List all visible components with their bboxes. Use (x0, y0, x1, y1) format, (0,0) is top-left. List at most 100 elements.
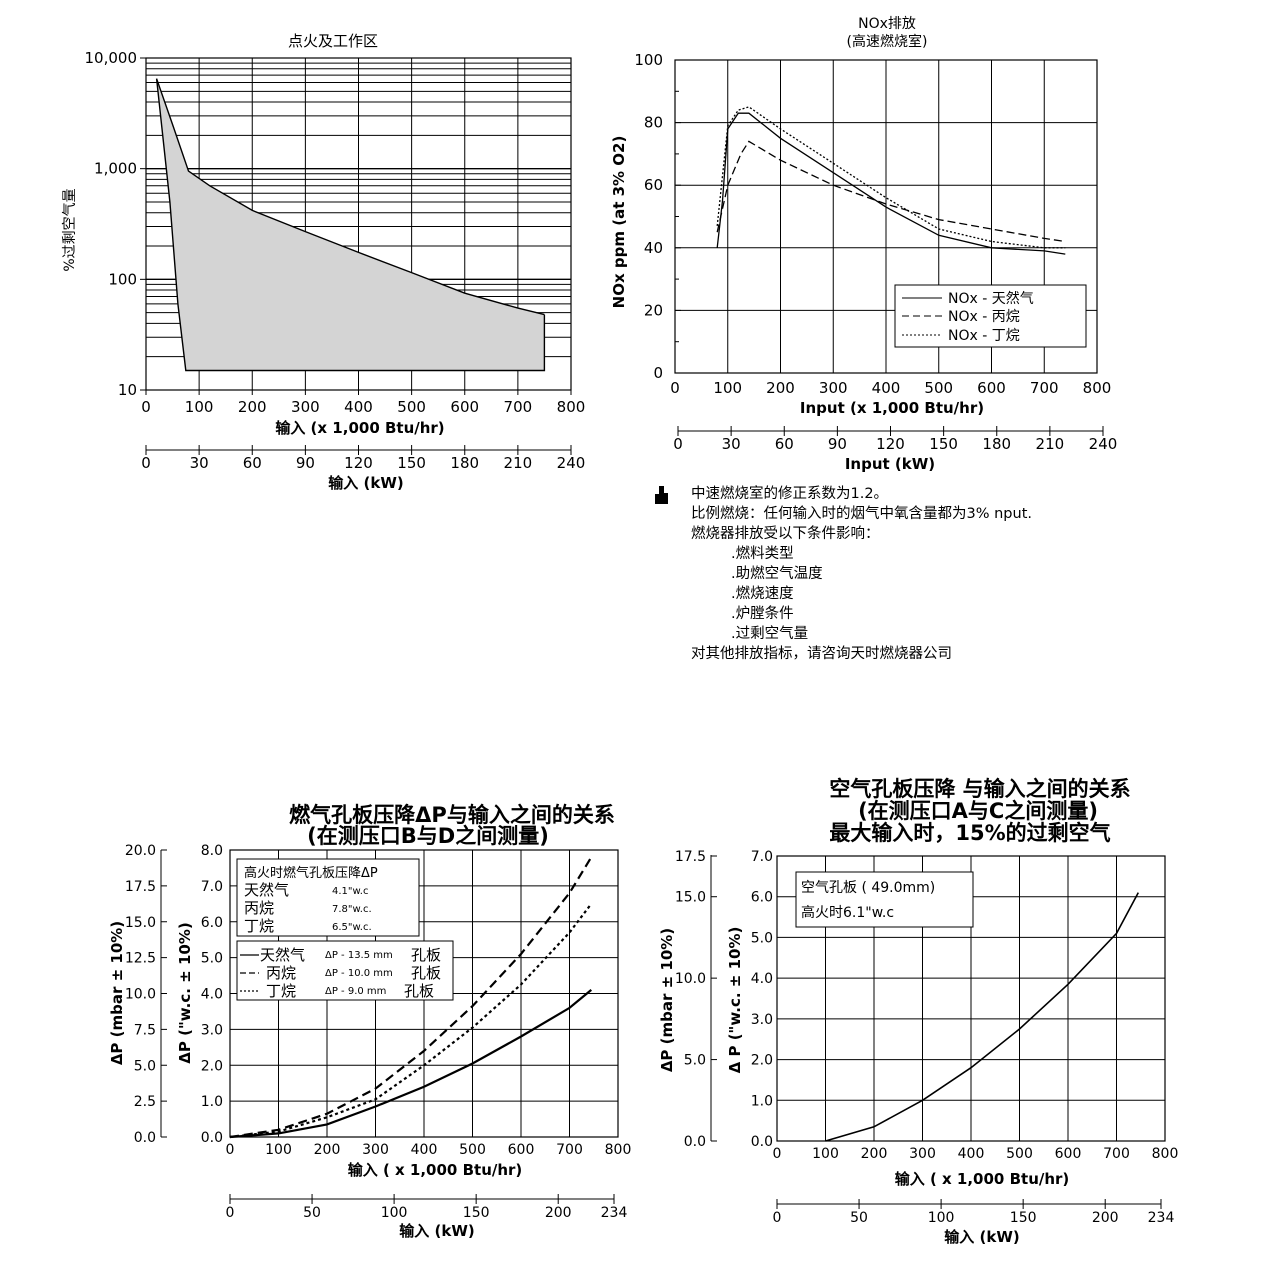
chart2-x2-tick-label: 0 (673, 435, 683, 453)
note-bullet: .炉膛条件 (731, 606, 794, 622)
chart3-series (229, 856, 593, 1139)
chart2-x2-tick-label: 30 (722, 435, 741, 453)
chart1-title: 点火及工作区 (288, 32, 378, 50)
chart2-xlabel: Input (x 1,000 Btu/hr) (800, 399, 984, 417)
chart-gas-orifice-pressure-drop: 燃气孔板压降ΔP与输入之间的关系 (在测压口B与D之间测量) 0 100 200 30… (108, 803, 631, 1240)
chart3-legend-row3-suffix: 孔板 (404, 982, 434, 1000)
chart4-frame (776, 855, 1166, 1142)
chart4-box-line1: 空气孔板 ( 49.0mm) (801, 880, 935, 896)
chart4-x2label: 输入 (kW) (944, 1228, 1019, 1246)
chart3-xtick-label: 600 (508, 1142, 535, 1158)
chart1-x2-tick-label: 120 (344, 454, 373, 472)
chart3-legend-row2-desc: ΔP - 10.0 mm (325, 968, 393, 979)
legend-label-butane: NOx - 丁烷 (948, 328, 1020, 344)
chart4-x2-ticks: 0 50 100 150 200 234 (773, 1199, 1175, 1226)
chart3-mbar-tick-label: 2.5 (134, 1094, 156, 1110)
chart3-frame (229, 849, 619, 1138)
chart1-x2-tick-label: 240 (557, 454, 586, 472)
chart4-xtick-label: 400 (958, 1146, 985, 1162)
chart4-xtick-label: 200 (861, 1146, 888, 1162)
chart1-xtick-label: 300 (291, 398, 320, 416)
chart2-xtick-label: 600 (977, 379, 1006, 397)
chart2-ylabel: NOx ppm (at 3% O2) (610, 136, 628, 309)
chart1-x2-tick-label: 180 (450, 454, 479, 472)
chart3-legend-row3-desc: ΔP - 9.0 mm (325, 986, 386, 997)
chart1-upper-boundary (155, 78, 545, 316)
chart2-series (716, 106, 1066, 255)
chart3-box-row2-value: 7.8"w.c. (332, 904, 372, 915)
note-bullet: .燃料类型 (731, 546, 794, 562)
chart1-xtick-label: 0 (141, 398, 151, 416)
chart4-ylabel-wc: Δ P ("w.c. ± 10%) (726, 927, 744, 1074)
chart4-xtick-label: 0 (773, 1146, 782, 1162)
chart1-xtick-label: 700 (504, 398, 533, 416)
chart1-x2-tick-label: 60 (243, 454, 262, 472)
note-line: 燃烧器排放受以下条件影响： (691, 526, 880, 542)
chart4-xlabel: 输入 ( x 1,000 Btu/hr) (895, 1170, 1070, 1188)
chart3-mbar-tick-label: 12.5 (125, 951, 156, 967)
chart4-x2-tick-label: 100 (928, 1210, 955, 1226)
chart3-x2-tick-label: 200 (545, 1205, 572, 1221)
chart3-mbar-tick-label: 20.0 (125, 843, 156, 859)
chart3-box-row3-value: 6.5"w.c. (332, 922, 372, 933)
chart3-x2-tick-label: 0 (226, 1205, 235, 1221)
chart2-x2-tick-label: 180 (982, 435, 1011, 453)
chart2-x2-tick-label: 60 (775, 435, 794, 453)
chart2-xtick-label: 200 (766, 379, 795, 397)
chart1-ylabel: %过剩空气量 (62, 188, 78, 271)
chart3-xtick-label: 400 (411, 1142, 438, 1158)
chart1-operating-area (155, 78, 546, 372)
chart4-xtick-label: 700 (1103, 1146, 1130, 1162)
note-line: 对其他排放指标，请咨询天时燃烧器公司 (691, 646, 952, 662)
chart4-series-line-1 (825, 892, 1140, 1142)
chart2-ytick-label: 60 (644, 176, 663, 194)
chart2-x2-tick-label: 150 (929, 435, 958, 453)
chart1-x2-tick-label: 90 (296, 454, 315, 472)
chart3-mbar-tick-label: 5.0 (134, 1058, 156, 1074)
chart4-wc-tick-label: 0.0 (751, 1134, 773, 1150)
chart3-box-row1-name: 天然气 (244, 881, 289, 899)
chart4-wc-tick-label: 5.0 (751, 930, 773, 946)
chart3-wc-tick-label: 7.0 (201, 879, 223, 895)
chart2-xtick-label: 700 (1030, 379, 1059, 397)
chart4-x2-tick-label: 0 (773, 1210, 782, 1226)
chart1-xtick-label: 800 (557, 398, 586, 416)
chart3-wc-tick-label: 2.0 (201, 1058, 223, 1074)
note-bullet: .助燃空气温度 (731, 566, 823, 582)
chart2-title-line2: (高速燃烧室) (847, 33, 928, 50)
chart3-series-line-3 (229, 903, 593, 1139)
chart3-mbar-tick-label: 7.5 (134, 1022, 156, 1038)
chart4-x2-tick-label: 234 (1148, 1210, 1175, 1226)
chart2-ticks: 0 100 200 300 400 500 600 700 800 0 20 40 60 80 100 (634, 51, 1111, 397)
chart3-wc-tick-label: 6.0 (201, 915, 223, 931)
chart3-xlabel: 输入 ( x 1,000 Btu/hr) (348, 1161, 523, 1179)
chart3-series-line-2 (229, 856, 593, 1139)
chart3-xtick-label: 500 (459, 1142, 486, 1158)
chart3-x2-tick-label: 234 (601, 1205, 628, 1221)
chart2-xtick-label: 100 (713, 379, 742, 397)
chart3-box-title: 高火时燃气孔板压降ΔP (244, 865, 378, 881)
chart1-xlabel: 输入 (x 1,000 Btu/hr) (275, 419, 444, 437)
chart4-wc-tick-label: 1.0 (751, 1093, 773, 1109)
chart2-ytick-label: 0 (653, 364, 663, 382)
chart1-xtick-label: 100 (185, 398, 214, 416)
chart2-ytick-label: 20 (644, 301, 663, 319)
chart2-x2-tick-label: 210 (1036, 435, 1065, 453)
chart2-series-line-2 (716, 140, 1066, 243)
note-line: 比例燃烧：任何输入时的烟气中氧含量都为3% nput. (691, 506, 1032, 522)
chart3-xtick-label: 800 (605, 1142, 632, 1158)
chart3-xtick-label: 0 (226, 1142, 235, 1158)
chart3-ticks: 0 100 200 300 400 500 600 700 800 0.0 1.0 2.0 3.0 4.0… (125, 843, 632, 1158)
chart4-ylabel-mbar: ΔP (mbar ± 10%) (658, 928, 676, 1072)
chart1-x2-tick-label: 150 (397, 454, 426, 472)
chart3-wc-tick-label: 8.0 (201, 843, 223, 859)
chart3-xtick-label: 300 (362, 1142, 389, 1158)
chart1-x2-ticks: 0 30 60 90 120 150 180 210 240 (141, 445, 585, 472)
note-bullet: .过剩空气量 (731, 626, 809, 642)
chart3-xtick-label: 100 (265, 1142, 292, 1158)
chart1-xtick-label: 400 (344, 398, 373, 416)
chart-air-orifice-pressure-drop: 空气孔板压降 与输入之间的关系 (在测压口A与C之间测量) 最大输入时，15%的… (658, 777, 1178, 1246)
chart3-wc-tick-label: 4.0 (201, 987, 223, 1003)
chart2-xtick-label: 0 (670, 379, 680, 397)
note-line: 中速燃烧室的修正系数为1.2。 (691, 486, 889, 502)
